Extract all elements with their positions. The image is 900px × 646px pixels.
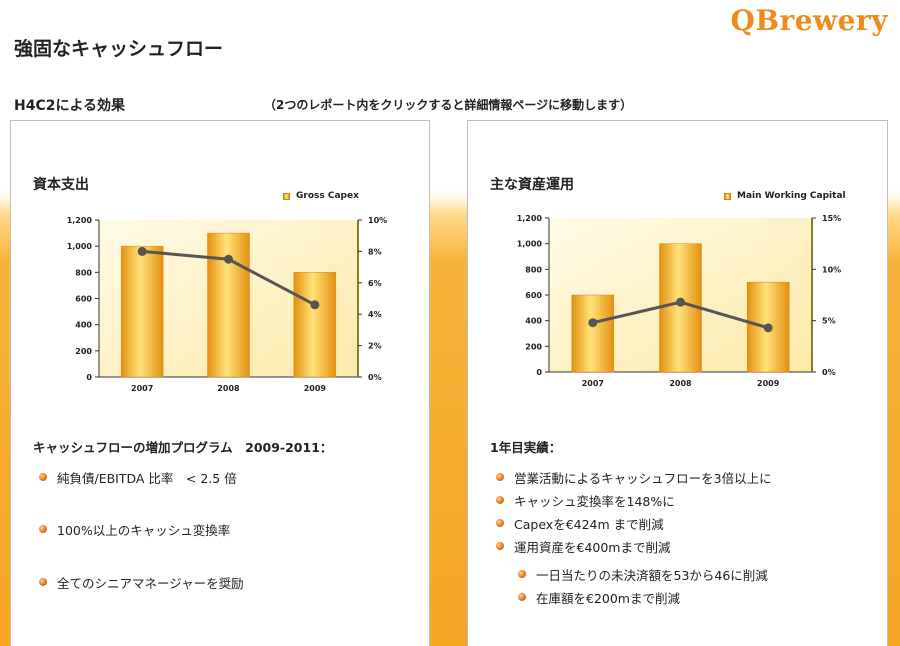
line-point	[224, 254, 233, 264]
y-tick-label: 1,200	[67, 216, 93, 225]
y-tick-label: 600	[525, 291, 542, 300]
y-tick-label: 400	[75, 321, 92, 330]
legend-swatch	[724, 192, 731, 200]
section-label: H4C2による効果	[14, 98, 126, 114]
chart-legend: Gross Capex	[283, 191, 359, 201]
y2-tick-label: 15%	[822, 214, 841, 223]
y-tick-label: 600	[75, 295, 92, 304]
bar	[120, 245, 164, 378]
x-tick-label: 2008	[669, 379, 692, 388]
y2-tick-label: 6%	[368, 279, 382, 288]
x-tick-label: 2008	[217, 384, 240, 393]
y2-tick-label: 4%	[368, 310, 382, 319]
bar	[571, 294, 615, 373]
subhead: 1年目実績：	[490, 440, 562, 455]
line-point	[137, 246, 147, 256]
x-tick-label: 2007	[582, 379, 604, 388]
x-tick-label: 2007	[131, 384, 153, 393]
line-point	[763, 323, 773, 333]
y-tick-label: 0	[536, 368, 542, 377]
panel-title: 資本支出	[33, 177, 89, 193]
y-tick-label: 800	[525, 265, 542, 274]
line-point	[310, 300, 320, 310]
sub-bullet-item: 在庫額を€200mまで削減	[512, 588, 680, 607]
y-tick-label: 1,000	[517, 240, 543, 249]
y2-tick-label: 5%	[822, 317, 836, 326]
bullet-item: 全てのシニアマネージャーを奨励	[33, 573, 244, 592]
bar	[207, 232, 250, 378]
legend-label: Main Working Capital	[737, 191, 846, 201]
x-tick-label: 2009	[757, 379, 780, 388]
y2-tick-label: 0%	[822, 368, 836, 377]
working-capital-chart: 0 200 400 600 800 1,000 1,200 0% 5% 10% 15% 2007 200…	[517, 214, 841, 388]
instruction-text: （2つのレポート内をクリックすると詳細情報ページに移動します）	[264, 98, 633, 112]
bullet-item: キャッシュ変換率を148%に	[490, 491, 675, 510]
y-tick-label: 0	[86, 373, 92, 382]
y2-tick-label: 10%	[368, 216, 387, 225]
subhead: キャッシュフローの増加プログラム 2009-2011：	[33, 440, 333, 455]
y-tick-label: 1,200	[517, 214, 543, 223]
bullet-item: 営業活動によるキャッシュフローを3倍以上に	[490, 468, 772, 487]
capex-chart: 0 200 400 600 800 1,000 1,200 0% 2% 4% 6% 8% 10% 2007…	[67, 216, 387, 393]
y-tick-label: 800	[75, 268, 92, 277]
line-point	[588, 318, 598, 328]
working-capital-report-panel[interactable]: 主な資産運用 Main Working Capital 0 200 400 600 80…	[467, 120, 888, 646]
y-tick-label: 200	[525, 342, 542, 351]
bullet-item: 100%以上のキャッシュ変換率	[33, 520, 230, 539]
y2-tick-label: 10%	[822, 265, 841, 274]
y-tick-label: 200	[75, 347, 92, 356]
y-tick-label: 400	[525, 317, 542, 326]
sub-bullet-item: 一日当たりの未決済額を53から46に削減	[512, 565, 768, 584]
x-tick-label: 2009	[304, 384, 327, 393]
bullet-item: Capexを€424m まで削減	[490, 514, 664, 533]
line-point	[676, 297, 685, 307]
y2-tick-label: 8%	[368, 247, 382, 256]
bullet-item: 運用資産を€400mまで削減	[490, 537, 671, 556]
y2-tick-label: 2%	[368, 342, 382, 351]
chart-legend: Main Working Capital	[724, 191, 846, 201]
panel-title: 主な資産運用	[490, 177, 574, 193]
y2-tick-label: 0%	[368, 373, 382, 382]
page-title: 強固なキャッシュフロー	[14, 38, 224, 60]
bullet-item: 純負債/EBITDA 比率 < 2.5 倍	[33, 468, 237, 487]
bar	[293, 272, 337, 378]
legend-label: Gross Capex	[296, 191, 359, 201]
brand-logo: QBrewery	[730, 4, 888, 37]
legend-swatch	[283, 192, 290, 200]
y-tick-label: 1,000	[67, 242, 93, 251]
capex-report-panel[interactable]: 資本支出 Gross Capex 0 200 400 600 800 1,000 1,200…	[10, 120, 430, 646]
